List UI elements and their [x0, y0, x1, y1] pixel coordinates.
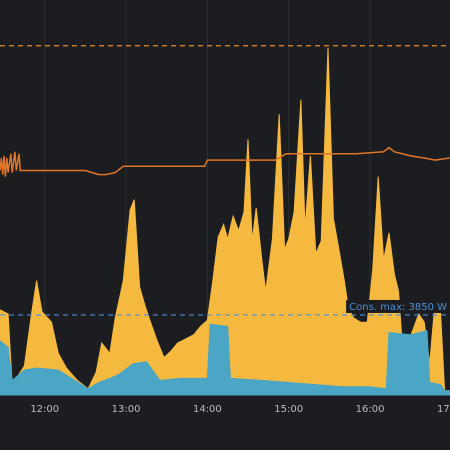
annotation-box [346, 299, 450, 313]
x-tick-label: 12:00 [30, 404, 59, 415]
x-tick-label: 13:00 [112, 404, 141, 415]
x-tick-label: 14:00 [193, 404, 222, 415]
threshold-annotation: Cons. max: 3850 W [346, 299, 450, 313]
x-tick-label: 16:00 [356, 404, 385, 415]
x-tick-label: 15:00 [274, 404, 303, 415]
annotation-label: Cons. max: 3850 W [349, 302, 447, 313]
line [0, 146, 450, 177]
area [0, 47, 450, 396]
x-tick-label: 17:00 [437, 404, 450, 415]
area [0, 323, 450, 396]
